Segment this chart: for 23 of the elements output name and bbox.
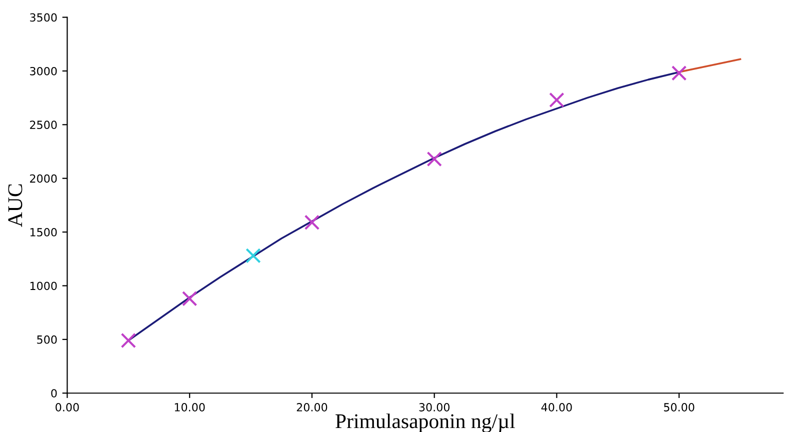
x-tick-label: 20.00 — [296, 403, 328, 412]
y-axis-title: AUC — [8, 184, 22, 227]
x-tick-label: 50.00 — [664, 403, 694, 412]
y-tick-label: 3500 — [30, 13, 57, 22]
point — [549, 92, 564, 108]
y-tick-label: 1500 — [30, 228, 57, 236]
point — [671, 65, 687, 81]
y-tick-label: 2000 — [30, 174, 57, 183]
y-tick-label: 3000 — [30, 66, 57, 76]
point — [304, 214, 320, 230]
y-tick-label: 0 — [51, 389, 57, 398]
point — [426, 151, 442, 167]
x-tick-label: 0.00 — [56, 403, 79, 412]
x-tick-label: 10.00 — [174, 403, 205, 412]
x-tick-label: 30.00 — [419, 403, 450, 412]
point — [120, 332, 136, 348]
point — [182, 290, 198, 306]
y-tick-label: 500 — [37, 335, 57, 344]
y-tick-label: 2500 — [30, 120, 57, 130]
line-series — [128, 71, 680, 342]
x-tick-label: 40.00 — [541, 403, 572, 412]
point — [246, 248, 261, 264]
y-tick-label: 1000 — [30, 282, 57, 290]
